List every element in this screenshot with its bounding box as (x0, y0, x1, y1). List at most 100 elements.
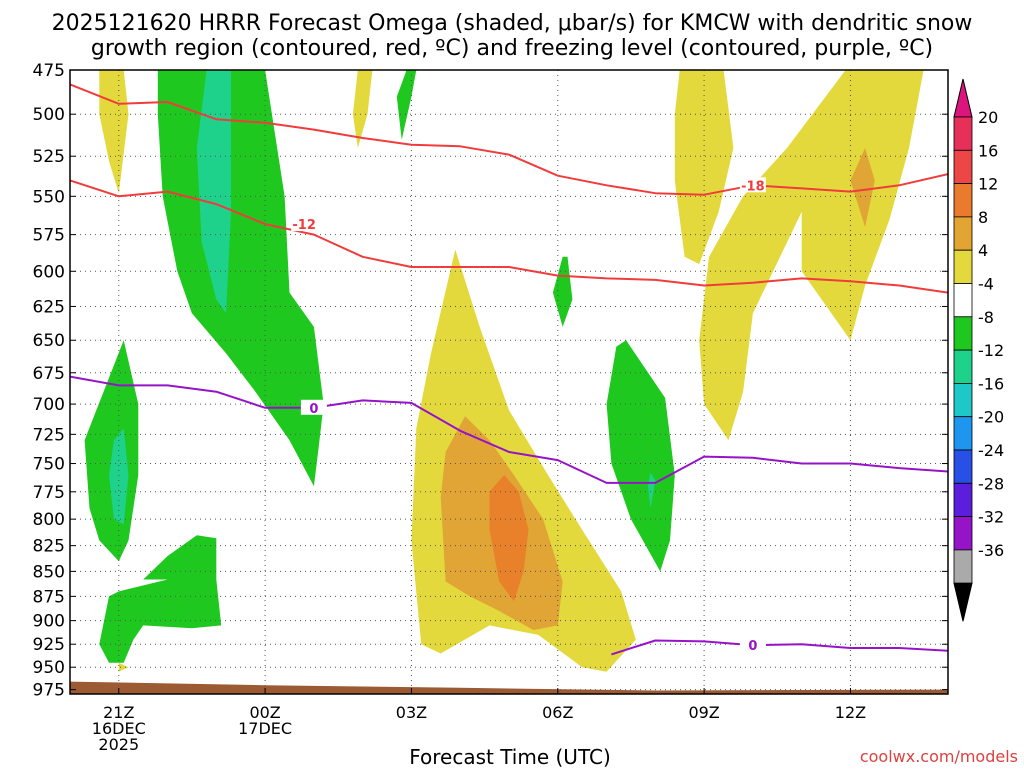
credit-link[interactable]: coolwx.com/models (860, 747, 1018, 766)
omega-region (699, 70, 924, 441)
colorbar-label: -28 (978, 474, 1004, 493)
x-tick-label: 09Z (688, 703, 719, 722)
colorbar-swatch (953, 149, 973, 185)
colorbar-label: -36 (978, 541, 1004, 560)
y-tick-label: 625 (33, 297, 65, 317)
y-tick-label: 675 (33, 364, 65, 384)
colorbar-label: 16 (978, 141, 998, 160)
colorbar-swatch (953, 382, 973, 418)
y-tick-label: 725 (33, 425, 65, 445)
omega-region (99, 70, 129, 194)
contour-label-bg (739, 177, 766, 193)
y-tick-label: 925 (33, 635, 65, 655)
colorbar-swatch (953, 549, 973, 584)
colorbar-swatch (953, 416, 973, 451)
omega-region (674, 70, 734, 265)
omega-region (850, 148, 875, 228)
contour-label: 0 (309, 402, 318, 417)
y-tick-label: 800 (33, 510, 65, 530)
omega-region (143, 535, 217, 580)
omega-region (118, 662, 129, 672)
contour-line (70, 83, 948, 196)
y-tick-label: 475 (33, 61, 65, 81)
x-tick-label: 12Z (835, 703, 866, 722)
x-axis-label: Forecast Time (UTC) (409, 745, 611, 768)
colorbar-label: -4 (978, 275, 994, 294)
colorbar-label: -20 (978, 408, 1004, 427)
chart-title-line1: 2025121620 HRRR Forecast Omega (shaded, … (52, 11, 973, 36)
plot-area: -12 -18 0 0 (70, 70, 948, 694)
y-tick-label: 825 (33, 537, 65, 557)
colorbar-swatch (953, 249, 973, 284)
colorbar-label: 20 (978, 108, 998, 127)
omega-region (109, 428, 129, 525)
y-tick-label: 850 (33, 562, 65, 582)
colorbar-min-arrow (953, 582, 973, 622)
y-tick-label: 900 (33, 612, 65, 632)
colorbar-label: 12 (978, 175, 998, 194)
y-tick-label: 600 (33, 262, 65, 282)
omega-region (396, 70, 417, 140)
colorbar-max-arrow (953, 78, 973, 118)
y-tick-label: 700 (33, 395, 65, 415)
colorbar-label: -8 (978, 308, 994, 327)
plot-frame (69, 69, 949, 695)
colorbar-swatch (953, 449, 973, 484)
contour-label: -18 (741, 179, 765, 194)
contour-label-bg (291, 216, 318, 232)
colorbar-swatch (953, 216, 973, 251)
colorbar-label: -12 (978, 341, 1004, 360)
x-tick-label: 00Z (249, 703, 280, 722)
contour-label-bg (300, 399, 327, 415)
omega-region (489, 475, 529, 602)
contour-label: -12 (292, 218, 316, 233)
y-tick-label: 650 (33, 331, 65, 351)
y-tick-label: 950 (33, 658, 65, 678)
colorbar-swatch (953, 183, 973, 218)
x-tick-label: 2025 (98, 735, 139, 754)
colorbar-swatch (953, 316, 973, 351)
contour-line (70, 375, 948, 484)
contour-label: 0 (748, 639, 757, 654)
x-tick-label: 16DEC (92, 719, 146, 738)
contour-line (70, 179, 948, 294)
y-tick-label: 500 (33, 105, 65, 125)
x-tick-label: 21Z (103, 703, 134, 722)
y-tick-label: 775 (33, 483, 65, 503)
axes: 475 500 525 550 575 600 625 650 675 700 725 750 775 8… (33, 61, 949, 754)
chart-title-line2: growth region (contoured, red, ºC) and f… (91, 36, 933, 61)
omega-region (352, 70, 373, 148)
y-tick-label: 750 (33, 455, 65, 475)
plot-inner: -12 -18 0 0 (70, 70, 948, 694)
colorbar-label: -16 (978, 374, 1004, 393)
omega-region (606, 340, 675, 572)
colorbar-swatch (953, 116, 973, 151)
omega-region (196, 70, 231, 314)
colorbar-swatch (953, 349, 973, 384)
colorbar-label: -24 (978, 441, 1004, 460)
colorbar-label: 8 (978, 208, 988, 227)
omega-region (648, 472, 656, 509)
colorbar-label: 4 (978, 241, 988, 260)
y-tick-label: 975 (33, 681, 65, 701)
colorbar: 20 16 12 8 4 -4 -8 -12 -16 -20 -24 -28 -32 -36 (953, 78, 1004, 622)
contour-label-bg (739, 637, 766, 653)
omega-region (157, 70, 324, 487)
colorbar-swatch (953, 516, 973, 551)
x-tick-label: 03Z (396, 703, 427, 722)
omega-region (84, 340, 139, 562)
terrain-fill (70, 681, 948, 694)
y-tick-label: 575 (33, 226, 65, 246)
colorbar-swatch (953, 482, 973, 517)
x-tick-label: 17DEC (238, 719, 292, 738)
colorbar-swatch (953, 283, 973, 318)
contour-line (611, 639, 948, 656)
y-tick-label: 525 (33, 147, 65, 167)
y-tick-label: 550 (33, 187, 65, 207)
y-tick-label: 875 (33, 587, 65, 607)
colorbar-label: -32 (978, 508, 1004, 527)
x-tick-label: 06Z (542, 703, 573, 722)
omega-region (552, 256, 573, 327)
